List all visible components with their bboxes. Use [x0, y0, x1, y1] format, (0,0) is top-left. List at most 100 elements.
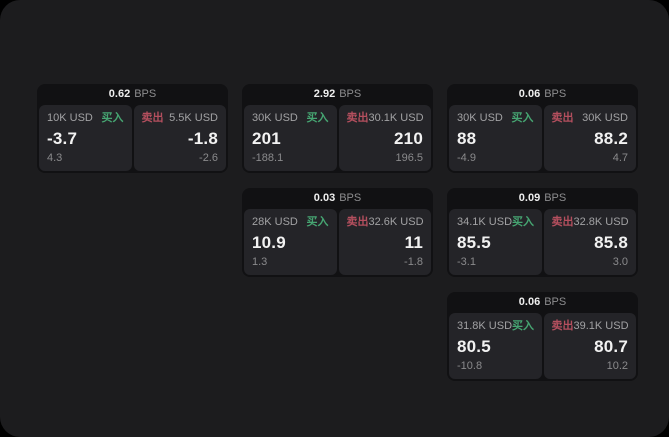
buy-panel-top: 30K USD 买入 [457, 112, 534, 125]
bps-unit-label: BPS [544, 192, 567, 204]
card-header: 0.09 BPS [447, 188, 638, 209]
sell-delta: -2.6 [199, 152, 218, 164]
buy-delta: -4.9 [457, 152, 476, 164]
quote-card-5: 0.09 BPS 34.1K USD 买入 85.5 -3.1 卖出 32.8K… [447, 188, 638, 277]
sell-side-label: 卖出 [551, 216, 574, 228]
sell-panel[interactable]: 卖出 32.8K USD 85.8 3.0 [543, 209, 636, 275]
sell-price: 88.2 [594, 129, 628, 148]
bps-value: 0.62 [108, 88, 131, 100]
buy-amount: 30K USD [457, 112, 503, 124]
quote-card-2: 2.92 BPS 30K USD 买入 201 -188.1 卖出 30.1K … [242, 84, 433, 173]
buy-panel-top: 30K USD 买入 [252, 112, 329, 125]
sell-amount: 5.5K USD [169, 112, 218, 124]
quote-panels: 28K USD 买入 10.9 1.3 卖出 32.6K USD 11 -1.8 [242, 209, 433, 277]
bps-unit-label: BPS [544, 296, 567, 308]
buy-delta: -3.1 [457, 256, 476, 268]
buy-price: 85.5 [457, 233, 491, 252]
quote-panels: 34.1K USD 买入 85.5 -3.1 卖出 32.8K USD 85.8… [447, 209, 638, 277]
buy-panel[interactable]: 10K USD 买入 -3.7 4.3 [39, 105, 132, 171]
card-header: 0.03 BPS [242, 188, 433, 209]
sell-panel-top: 卖出 32.8K USD [552, 216, 629, 229]
sell-delta: 196.5 [395, 152, 423, 164]
bps-value: 0.06 [518, 88, 541, 100]
buy-delta: 4.3 [47, 152, 63, 164]
buy-panel[interactable]: 30K USD 买入 88 -4.9 [449, 105, 542, 171]
sell-price: 11 [404, 233, 423, 252]
sell-panel[interactable]: 卖出 39.1K USD 80.7 10.2 [543, 313, 636, 379]
sell-side-label: 卖出 [551, 320, 574, 332]
buy-panel-top: 34.1K USD 买入 [457, 216, 534, 229]
buy-amount: 28K USD [252, 216, 298, 228]
sell-amount: 30.1K USD [368, 112, 424, 124]
buy-price: 80.5 [457, 337, 491, 356]
sell-side-label: 卖出 [346, 112, 369, 124]
sell-price: 210 [394, 129, 423, 148]
buy-side-label: 买入 [101, 112, 124, 124]
sell-side-label: 卖出 [346, 216, 369, 228]
bps-value: 0.06 [518, 296, 541, 308]
buy-delta: -188.1 [252, 152, 284, 164]
buy-amount: 10K USD [47, 112, 93, 124]
buy-amount: 31.8K USD [457, 320, 513, 332]
bps-value: 0.03 [313, 192, 336, 204]
buy-panel-top: 28K USD 买入 [252, 216, 329, 229]
buy-price: -3.7 [47, 129, 78, 148]
sell-panel-top: 卖出 30K USD [552, 112, 629, 125]
sell-side-label: 卖出 [141, 112, 164, 124]
sell-panel-top: 卖出 5.5K USD [142, 112, 219, 125]
quote-card-4: 0.03 BPS 28K USD 买入 10.9 1.3 卖出 32.6K US… [242, 188, 433, 277]
buy-side-label: 买入 [306, 112, 329, 124]
sell-amount: 32.6K USD [368, 216, 424, 228]
sell-price: -1.8 [187, 129, 218, 148]
bps-unit-label: BPS [339, 88, 362, 100]
cards-grid: 0.62 BPS 10K USD 买入 -3.7 4.3 卖出 5.5K USD… [37, 84, 638, 381]
quote-panels: 31.8K USD 买入 80.5 -10.8 卖出 39.1K USD 80.… [447, 313, 638, 381]
buy-panel[interactable]: 31.8K USD 买入 80.5 -10.8 [449, 313, 542, 379]
sell-amount: 39.1K USD [573, 320, 629, 332]
buy-panel[interactable]: 34.1K USD 买入 85.5 -3.1 [449, 209, 542, 275]
quote-panels: 10K USD 买入 -3.7 4.3 卖出 5.5K USD -1.8 -2.… [37, 105, 228, 173]
card-header: 0.62 BPS [37, 84, 228, 105]
buy-price: 201 [252, 129, 281, 148]
card-header: 0.06 BPS [447, 292, 638, 313]
sell-panel-top: 卖出 39.1K USD [552, 320, 629, 333]
card-header: 0.06 BPS [447, 84, 638, 105]
sell-amount: 32.8K USD [573, 216, 629, 228]
sell-amount: 30K USD [582, 112, 628, 124]
bps-unit-label: BPS [544, 88, 567, 100]
sell-panel[interactable]: 卖出 32.6K USD 11 -1.8 [338, 209, 431, 275]
buy-panel-top: 31.8K USD 买入 [457, 320, 534, 333]
buy-panel-top: 10K USD 买入 [47, 112, 124, 125]
buy-delta: -10.8 [457, 360, 483, 372]
sell-price: 80.7 [594, 337, 628, 356]
sell-delta: 4.7 [612, 152, 628, 164]
buy-price: 10.9 [252, 233, 286, 252]
sell-panel[interactable]: 卖出 30.1K USD 210 196.5 [338, 105, 431, 171]
sell-delta: 10.2 [606, 360, 628, 372]
quote-panels: 30K USD 买入 201 -188.1 卖出 30.1K USD 210 1… [242, 105, 433, 173]
buy-panel[interactable]: 28K USD 买入 10.9 1.3 [244, 209, 337, 275]
card-header: 2.92 BPS [242, 84, 433, 105]
buy-price: 88 [457, 129, 477, 148]
sell-panel-top: 卖出 32.6K USD [347, 216, 424, 229]
bps-unit-label: BPS [134, 88, 157, 100]
sell-panel[interactable]: 卖出 5.5K USD -1.8 -2.6 [133, 105, 226, 171]
quote-card-1: 0.62 BPS 10K USD 买入 -3.7 4.3 卖出 5.5K USD… [37, 84, 228, 173]
bps-value: 0.09 [518, 192, 541, 204]
buy-amount: 30K USD [252, 112, 298, 124]
buy-side-label: 买入 [306, 216, 329, 228]
buy-panel[interactable]: 30K USD 买入 201 -188.1 [244, 105, 337, 171]
sell-panel-top: 卖出 30.1K USD [347, 112, 424, 125]
sell-delta: 3.0 [612, 256, 628, 268]
bps-value: 2.92 [313, 88, 336, 100]
buy-side-label: 买入 [512, 216, 535, 228]
quote-panels: 30K USD 买入 88 -4.9 卖出 30K USD 88.2 4.7 [447, 105, 638, 173]
sell-delta: -1.8 [404, 256, 423, 268]
quote-card-3: 0.06 BPS 30K USD 买入 88 -4.9 卖出 30K USD 8… [447, 84, 638, 173]
sell-panel[interactable]: 卖出 30K USD 88.2 4.7 [543, 105, 636, 171]
quote-card-6: 0.06 BPS 31.8K USD 买入 80.5 -10.8 卖出 39.1… [447, 292, 638, 381]
sell-side-label: 卖出 [551, 112, 574, 124]
buy-delta: 1.3 [252, 256, 268, 268]
sell-price: 85.8 [594, 233, 628, 252]
